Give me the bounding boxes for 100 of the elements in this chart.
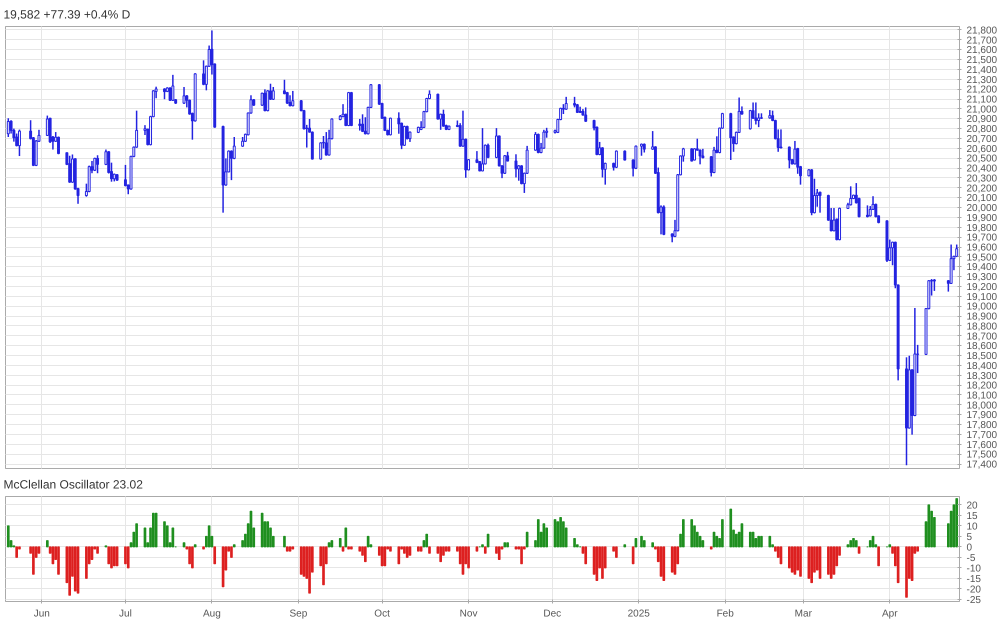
x-tick-label: Feb	[716, 608, 734, 620]
y-tick-label: 18,600	[966, 341, 998, 352]
y-tick-label: -10	[966, 563, 982, 574]
y-tick-label: 19,700	[966, 232, 998, 244]
x-tick-label: Oct	[374, 608, 390, 620]
candlestick	[291, 90, 294, 108]
x-tick-label: Mar	[794, 608, 813, 620]
y-tick-label: 21,000	[966, 104, 998, 116]
candlestick	[542, 129, 546, 150]
candlestick	[849, 186, 852, 206]
candlestick	[230, 150, 233, 181]
y-tick-label: 18,300	[966, 370, 998, 382]
candlestick	[503, 154, 506, 175]
x-tick-label: Sep	[290, 608, 308, 620]
candlestick	[6, 118, 10, 138]
y-tick-label: -5	[966, 552, 976, 564]
candlestick	[402, 124, 406, 147]
candlestick	[272, 86, 275, 101]
y-tick-label: 20,200	[966, 183, 998, 194]
candlestick	[481, 127, 484, 172]
candlestick	[171, 74, 174, 102]
y-tick-label: 19,600	[966, 242, 998, 254]
y-tick-label: 20	[966, 500, 978, 512]
y-tick-label: 18,900	[966, 312, 998, 323]
y-tick-label: 19,200	[966, 282, 998, 293]
y-tick-label: -20	[966, 584, 982, 596]
candlestick	[388, 116, 392, 136]
y-tick-label: 15	[966, 510, 978, 522]
candlestick	[57, 136, 60, 156]
candlestick	[640, 142, 643, 156]
y-tick-label: 19,800	[966, 222, 998, 234]
y-tick-label: 21,800	[966, 25, 998, 36]
x-tick-label: Nov	[460, 608, 478, 620]
y-tick-label: 18,200	[966, 380, 998, 392]
y-tick-label: 21,400	[966, 64, 998, 76]
candlestick	[163, 87, 166, 100]
x-tick-label: Apr	[882, 608, 898, 620]
candlestick	[564, 96, 568, 111]
y-tick-label: 18,800	[966, 321, 998, 332]
candlestick	[442, 108, 445, 128]
y-tick-label: 21,200	[966, 84, 998, 96]
candlestick	[358, 118, 362, 132]
candlestick	[536, 132, 540, 154]
y-tick-label: 20,800	[966, 124, 998, 136]
candlestick	[818, 190, 822, 214]
candlestick	[858, 196, 861, 218]
candlestick	[96, 154, 100, 174]
chart-title: McClellan Oscillator 23.02	[4, 478, 144, 492]
candlestick	[124, 164, 127, 188]
y-tick-label: 19,000	[966, 302, 998, 313]
x-tick-label: Dec	[543, 608, 562, 620]
y-tick-label: 17,500	[966, 450, 998, 461]
candlestick	[932, 278, 936, 292]
y-tick-label: 21,700	[966, 35, 998, 46]
y-tick-label: 18,100	[966, 390, 998, 402]
y-tick-label: 17,600	[966, 440, 998, 451]
y-tick-label: 21,500	[966, 55, 998, 66]
candlestick	[361, 114, 364, 133]
y-tick-label: 20,300	[966, 173, 998, 184]
candlestick	[68, 154, 72, 184]
y-tick-label: 17,800	[966, 420, 998, 432]
y-tick-label: 10	[966, 521, 978, 532]
candlestick	[690, 147, 694, 162]
y-tick-label: 20,400	[966, 164, 998, 175]
candlestick	[670, 232, 674, 244]
y-tick-label: 20,600	[966, 144, 998, 155]
candlestick	[514, 154, 518, 178]
y-tick-label: 18,000	[966, 400, 998, 412]
candlestick	[534, 131, 537, 152]
candlestick	[788, 146, 791, 170]
x-tick-label: Aug	[203, 608, 221, 620]
y-tick-label: 17,900	[966, 410, 998, 422]
y-tick-label: 18,700	[966, 331, 998, 342]
y-tick-label: 20,700	[966, 134, 998, 145]
y-tick-label: 21,300	[966, 74, 998, 86]
y-tick-label: 20,000	[966, 203, 998, 214]
y-tick-label: -15	[966, 574, 982, 585]
y-tick-label: 20,100	[966, 193, 998, 204]
candlestick	[866, 204, 869, 218]
y-tick-label: 17,700	[966, 430, 998, 441]
candlestick	[18, 128, 21, 157]
candlestick	[288, 94, 292, 108]
candlestick	[754, 102, 758, 126]
y-tick-label: 21,600	[966, 45, 998, 56]
x-tick-label: Jun	[34, 608, 50, 620]
y-tick-label: 5	[966, 532, 972, 543]
x-tick-label: 2025	[628, 608, 650, 620]
chart-title: 19,582 +77.39 +0.4% D	[4, 8, 131, 22]
y-tick-label: 21,100	[966, 94, 998, 106]
y-tick-label: 19,500	[966, 252, 998, 264]
y-tick-label: 17,400	[966, 460, 998, 471]
y-tick-label: 20,900	[966, 114, 998, 126]
candlestick	[241, 136, 244, 148]
candlestick	[584, 106, 588, 123]
y-tick-label: -25	[966, 594, 982, 606]
y-tick-label: 20,500	[966, 154, 998, 165]
y-tick-label: 19,400	[966, 262, 998, 274]
y-tick-label: 18,500	[966, 351, 998, 362]
candlestick	[182, 86, 186, 105]
x-tick-label: Jul	[119, 608, 132, 620]
